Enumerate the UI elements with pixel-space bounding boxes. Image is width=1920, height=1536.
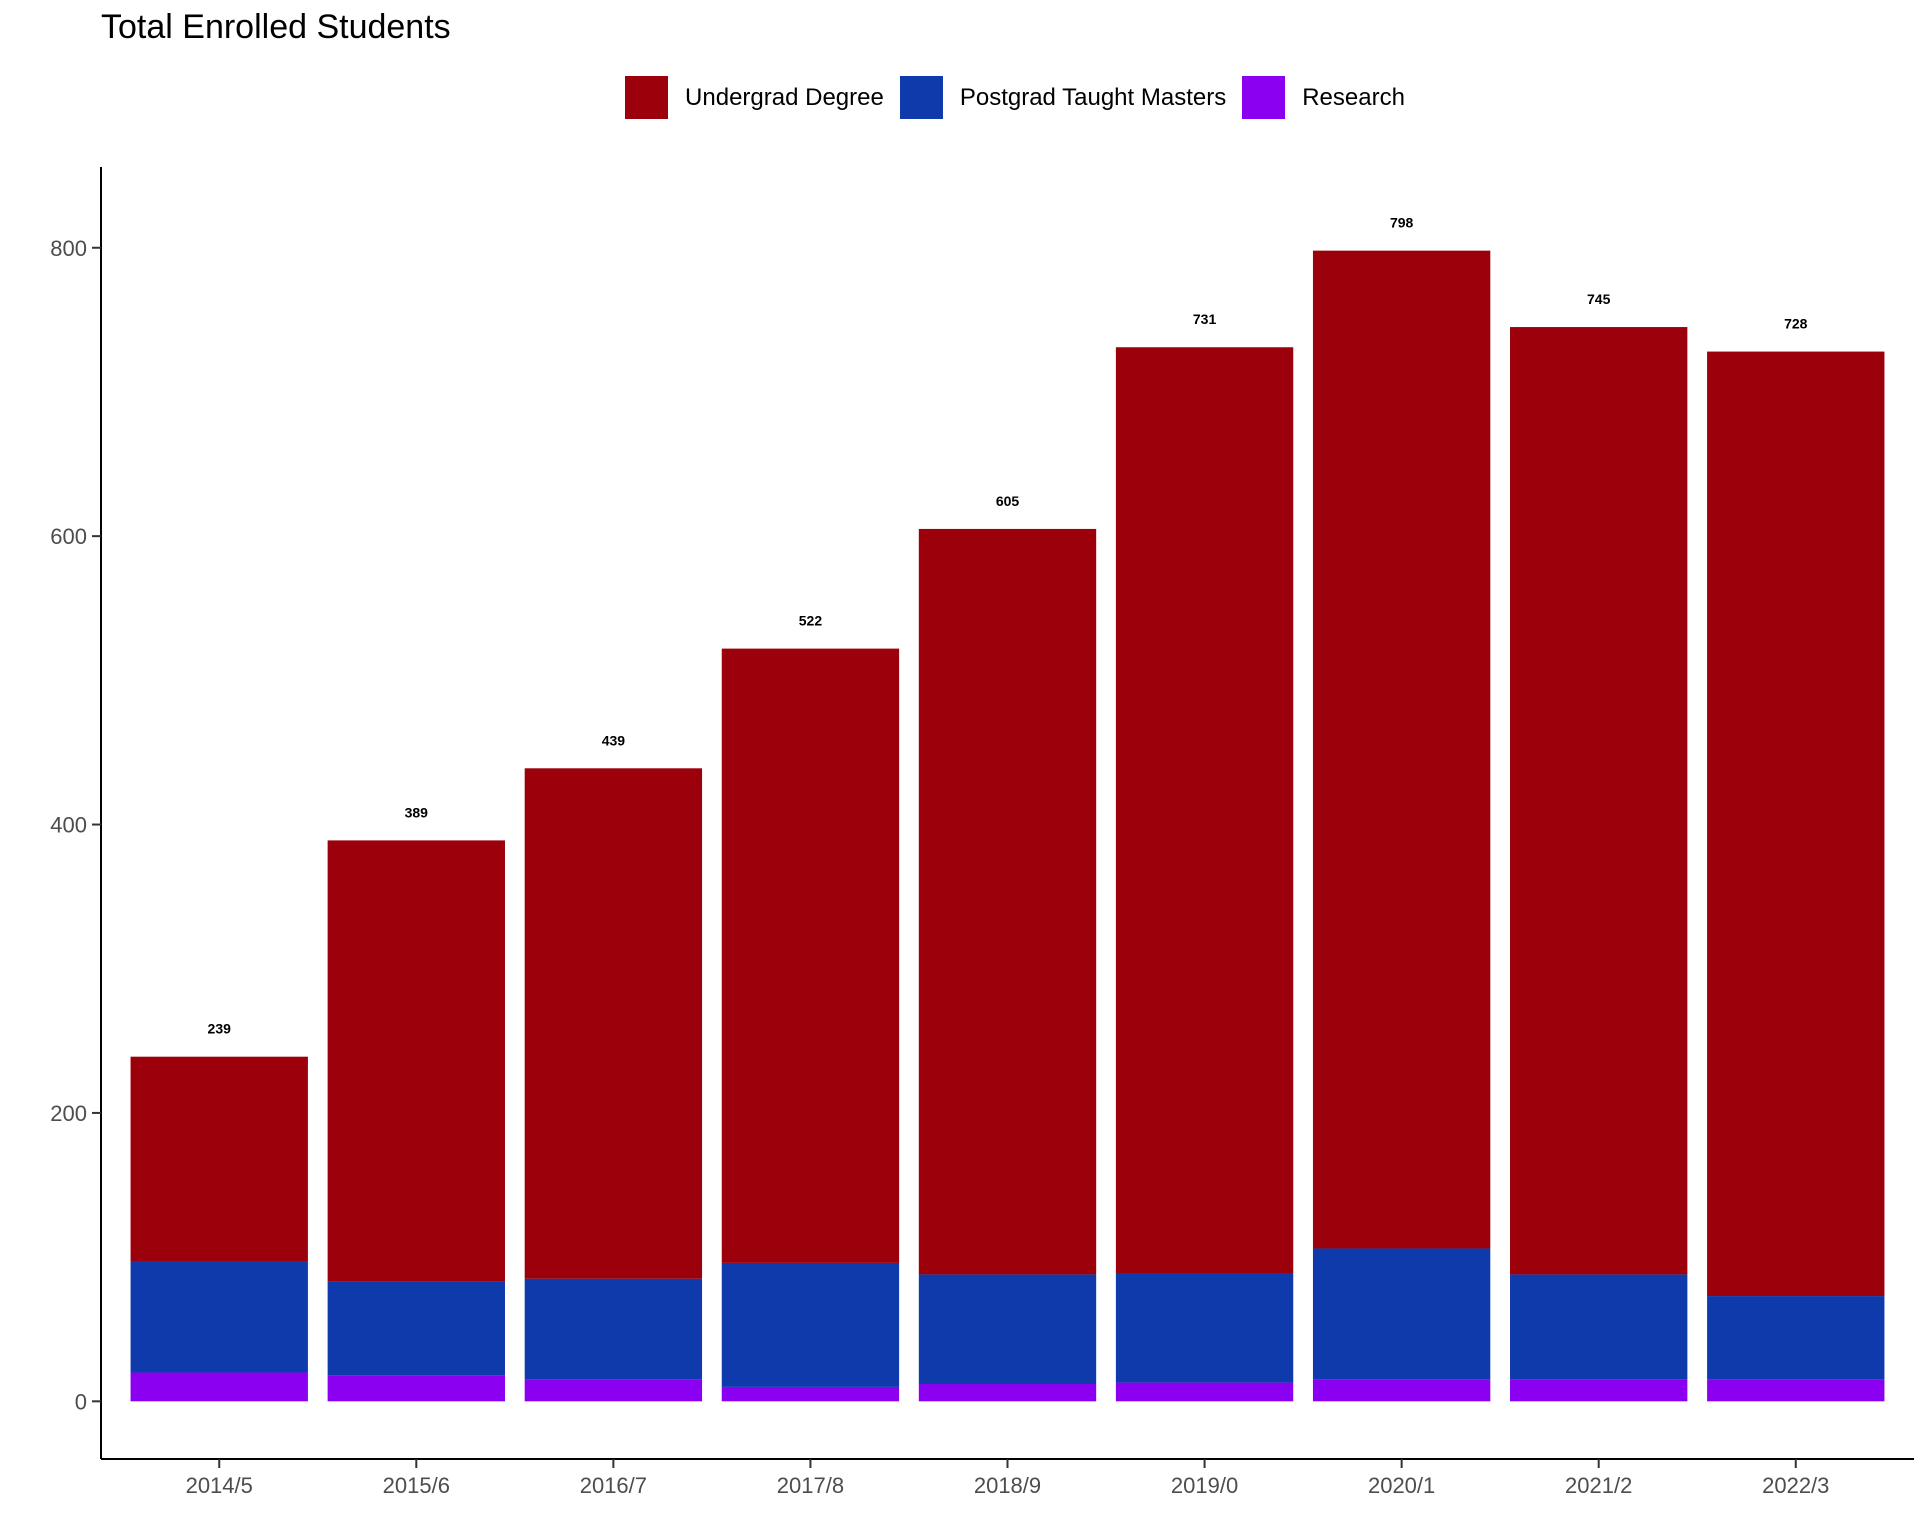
bar-research-6: [1312, 1379, 1491, 1402]
total-label-3: 522: [799, 613, 823, 629]
bar-undergrad-degree-8: [1707, 351, 1885, 1297]
y-tick-label-4: 800: [50, 236, 87, 261]
bar-postgrad-taught-masters-1: [327, 1281, 505, 1376]
y-tick-label-3: 600: [50, 524, 87, 549]
x-tick-label-1: 2015/6: [383, 1473, 450, 1498]
bar-postgrad-taught-masters-4: [918, 1274, 1097, 1385]
legend-item-postgrad: Postgrad Taught Masters: [899, 76, 1227, 119]
bar-undergrad-degree-5: [1115, 347, 1294, 1273]
bar-research-5: [1115, 1382, 1294, 1402]
bar-undergrad-degree-6: [1312, 250, 1491, 1249]
legend-key-undergrad: [625, 76, 669, 119]
bar-research-0: [130, 1372, 308, 1402]
total-label-7: 745: [1587, 291, 1611, 307]
total-label-0: 239: [208, 1021, 232, 1037]
total-label-2: 439: [602, 732, 626, 748]
x-tick-label-2: 2016/7: [580, 1473, 647, 1498]
bar-research-7: [1510, 1379, 1688, 1402]
total-label-4: 605: [996, 493, 1020, 509]
legend-key-research: [1242, 76, 1286, 119]
total-label-8: 728: [1784, 316, 1808, 332]
legend-key-postgrad: [899, 76, 943, 119]
y-tick-label-1: 200: [50, 1101, 87, 1126]
x-tick-label-7: 2021/2: [1565, 1473, 1632, 1498]
bar-undergrad-degree-0: [130, 1056, 308, 1262]
legend-label-research: Research: [1302, 83, 1405, 111]
bar-research-4: [918, 1384, 1097, 1402]
bar-postgrad-taught-masters-5: [1115, 1272, 1294, 1383]
total-label-1: 389: [405, 804, 429, 820]
bar-postgrad-taught-masters-6: [1312, 1248, 1491, 1380]
bar-undergrad-degree-3: [721, 648, 900, 1263]
bar-undergrad-degree-7: [1510, 327, 1688, 1275]
bar-postgrad-taught-masters-7: [1510, 1274, 1688, 1380]
bar-research-3: [721, 1386, 900, 1402]
bar-undergrad-degree-2: [524, 768, 703, 1279]
bar-research-2: [524, 1379, 703, 1402]
bar-postgrad-taught-masters-8: [1707, 1296, 1885, 1380]
bar-research-1: [327, 1375, 505, 1402]
chart-title: Total Enrolled Students: [101, 8, 451, 46]
bar-postgrad-taught-masters-3: [721, 1262, 900, 1387]
total-label-6: 798: [1390, 215, 1414, 231]
x-tick-label-5: 2019/0: [1171, 1473, 1238, 1498]
x-tick-label-3: 2017/8: [777, 1473, 844, 1498]
bar-postgrad-taught-masters-0: [130, 1261, 308, 1373]
x-tick-label-0: 2014/5: [186, 1473, 253, 1498]
legend-label-undergrad: Undergrad Degree: [685, 83, 884, 111]
legend-label-postgrad: Postgrad Taught Masters: [959, 83, 1227, 111]
bar-undergrad-degree-1: [327, 840, 505, 1282]
bar-postgrad-taught-masters-2: [524, 1278, 703, 1380]
y-tick-label-0: 0: [75, 1389, 87, 1414]
bar-research-8: [1707, 1379, 1885, 1402]
x-tick-label-8: 2022/3: [1762, 1473, 1829, 1498]
chart-legend: Undergrad Degree Postgrad Taught Masters…: [0, 76, 1920, 119]
x-tick-label-4: 2018/9: [974, 1473, 1041, 1498]
y-tick-label-2: 400: [50, 813, 87, 838]
legend-item-undergrad: Undergrad Degree: [625, 76, 884, 119]
total-label-5: 731: [1193, 311, 1217, 327]
bar-undergrad-degree-4: [918, 528, 1097, 1275]
legend-item-research: Research: [1242, 76, 1405, 119]
x-tick-label-6: 2020/1: [1368, 1473, 1435, 1498]
